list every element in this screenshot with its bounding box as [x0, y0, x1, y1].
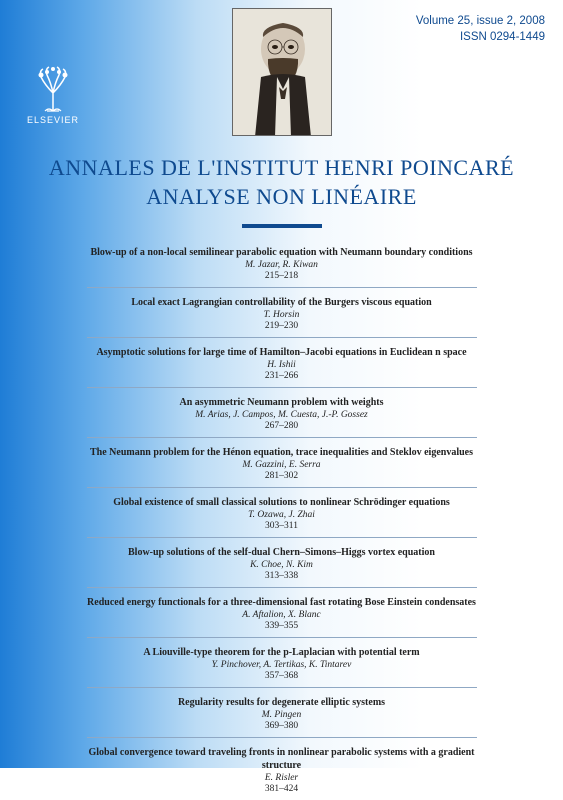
article-title: A Liouville-type theorem for the p-Lapla…: [87, 646, 477, 659]
article-pages: 267–280: [87, 421, 477, 431]
article-authors: K. Choe, N. Kim: [87, 560, 477, 570]
toc-entry: Global existence of small classical solu…: [87, 496, 477, 538]
table-of-contents: Blow-up of a non-local semilinear parabo…: [87, 246, 477, 800]
article-authors: Y. Pinchover, A. Tertikas, K. Tintarev: [87, 660, 477, 670]
volume-issue-year: Volume 25, issue 2, 2008: [416, 13, 545, 29]
toc-entry: Local exact Lagrangian controllability o…: [87, 296, 477, 338]
publisher-logo: ELSEVIER: [18, 65, 88, 125]
article-authors: T. Ozawa, J. Zhai: [87, 510, 477, 520]
toc-entry: Regularity results for degenerate ellipt…: [87, 696, 477, 738]
article-pages: 281–302: [87, 471, 477, 481]
poincare-portrait: [232, 8, 332, 136]
article-pages: 303–311: [87, 521, 477, 531]
toc-entry: A Liouville-type theorem for the p-Lapla…: [87, 646, 477, 688]
elsevier-tree-icon: [31, 65, 75, 113]
toc-entry: An asymmetric Neumann problem with weigh…: [87, 396, 477, 438]
article-authors: M. Gazzini, E. Serra: [87, 460, 477, 470]
issue-info: Volume 25, issue 2, 2008 ISSN 0294-1449: [416, 10, 545, 45]
article-authors: M. Arias, J. Campos, M. Cuesta, J.-P. Go…: [87, 410, 477, 420]
article-title: Regularity results for degenerate ellipt…: [87, 696, 477, 709]
issn: ISSN 0294-1449: [416, 29, 545, 45]
article-authors: E. Risler: [87, 773, 477, 783]
journal-title: ANNALES DE L'INSTITUT HENRI POINCARÉ ANA…: [0, 155, 563, 210]
header-row: ELSEVIER Volume 25, issue 2, 2008 ISSN 0…: [0, 0, 563, 140]
article-authors: T. Horsin: [87, 310, 477, 320]
journal-title-line1: ANNALES DE L'INSTITUT HENRI POINCARÉ: [0, 155, 563, 181]
article-title: Reduced energy functionals for a three-d…: [87, 596, 477, 609]
toc-entry: Global convergence toward traveling fron…: [87, 746, 477, 800]
publisher-name: ELSEVIER: [18, 115, 88, 125]
article-pages: 339–355: [87, 621, 477, 631]
article-pages: 231–266: [87, 371, 477, 381]
article-title: Blow-up solutions of the self-dual Chern…: [87, 546, 477, 559]
article-pages: 313–338: [87, 571, 477, 581]
journal-title-line2: ANALYSE NON LINÉAIRE: [0, 184, 563, 210]
article-title: The Neumann problem for the Hénon equati…: [87, 446, 477, 459]
article-title: Blow-up of a non-local semilinear parabo…: [87, 246, 477, 259]
article-authors: H. Ishii: [87, 360, 477, 370]
article-title: Global existence of small classical solu…: [87, 496, 477, 509]
article-title: Local exact Lagrangian controllability o…: [87, 296, 477, 309]
article-pages: 369–380: [87, 721, 477, 731]
article-pages: 215–218: [87, 271, 477, 281]
toc-entry: Blow-up of a non-local semilinear parabo…: [87, 246, 477, 288]
article-title: An asymmetric Neumann problem with weigh…: [87, 396, 477, 409]
article-authors: A. Aftalion, X. Blanc: [87, 610, 477, 620]
article-title: Global convergence toward traveling fron…: [87, 746, 477, 772]
article-pages: 219–230: [87, 321, 477, 331]
article-pages: 381–424: [87, 784, 477, 794]
toc-entry: Asymptotic solutions for large time of H…: [87, 346, 477, 388]
article-authors: M. Pingen: [87, 710, 477, 720]
article-title: Asymptotic solutions for large time of H…: [87, 346, 477, 359]
toc-entry: Blow-up solutions of the self-dual Chern…: [87, 546, 477, 588]
title-divider: [242, 224, 322, 228]
article-pages: 357–368: [87, 671, 477, 681]
article-authors: M. Jazar, R. Kiwan: [87, 260, 477, 270]
toc-entry: Reduced energy functionals for a three-d…: [87, 596, 477, 638]
cover-content: ELSEVIER Volume 25, issue 2, 2008 ISSN 0…: [0, 0, 563, 800]
toc-entry: The Neumann problem for the Hénon equati…: [87, 446, 477, 488]
